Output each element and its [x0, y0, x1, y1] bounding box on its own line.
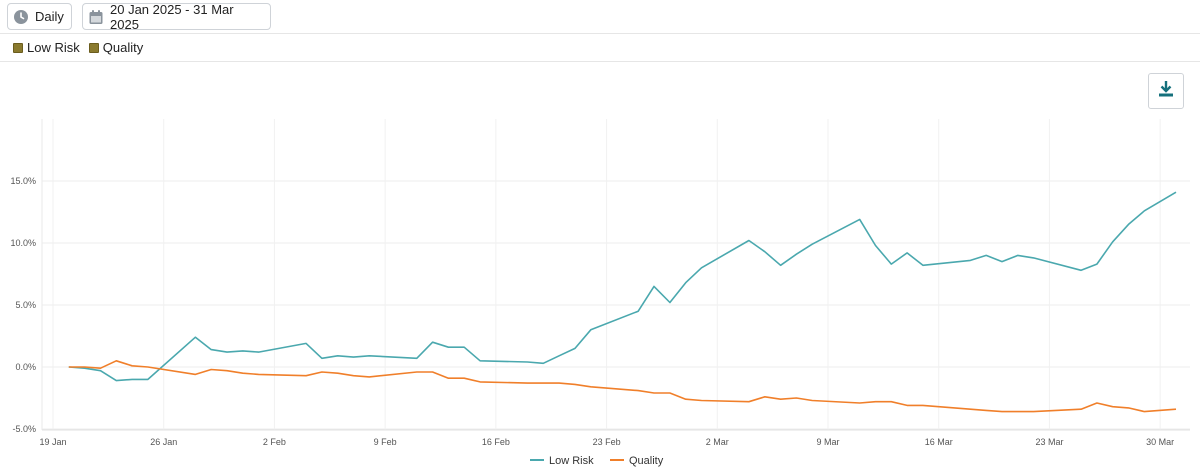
toolbar: Daily 20 Jan 2025 - 31 Mar 2025 — [0, 0, 1200, 34]
frequency-label: Daily — [35, 9, 64, 24]
legend-label: Quality — [629, 455, 664, 467]
legend-label: Low Risk — [549, 455, 594, 467]
series-toggle-label: Low Risk — [27, 40, 80, 55]
series-toggle-quality[interactable]: Quality — [88, 40, 144, 55]
chart-grid — [41, 119, 1190, 431]
series-toggle-label: Quality — [102, 40, 144, 55]
x-tick-label: 30 Mar — [1146, 437, 1174, 447]
y-tick-label: 10.0% — [10, 238, 36, 248]
x-tick-label: 16 Mar — [925, 437, 953, 447]
x-tick-label: 23 Feb — [593, 437, 621, 447]
chart-legend: Low Risk Quality — [530, 455, 664, 467]
x-tick-label: 26 Jan — [150, 437, 177, 447]
x-tick-label: 2 Feb — [263, 437, 286, 447]
y-tick-label: 0.0% — [15, 362, 36, 372]
series-swatch — [13, 42, 23, 53]
x-tick-label: 19 Jan — [39, 437, 66, 447]
series-toggle-bar: Low Risk Quality — [0, 34, 1200, 62]
x-tick-label: 23 Mar — [1035, 437, 1063, 447]
download-icon — [1156, 79, 1176, 104]
download-button[interactable] — [1148, 73, 1184, 109]
x-tick-label: 16 Feb — [482, 437, 510, 447]
x-tick-label: 9 Feb — [374, 437, 397, 447]
date-range-button[interactable]: 20 Jan 2025 - 31 Mar 2025 — [82, 1, 271, 32]
x-axis: 19 Jan 26 Jan 2 Feb 9 Feb 16 Feb 23 Feb 2 Mar 9… — [39, 437, 1174, 447]
x-tick-label: 9 Mar — [817, 437, 840, 447]
x-tick-label: 2 Mar — [706, 437, 729, 447]
y-axis: -5.0% 0.0% 5.0% 10.0% 15.0% — [10, 176, 36, 434]
y-tick-label: 15.0% — [10, 176, 36, 186]
series-swatch — [88, 42, 99, 53]
frequency-button[interactable]: Daily — [7, 3, 72, 30]
calendar-icon — [88, 9, 104, 25]
clock-icon — [13, 9, 29, 25]
series-line-low-risk[interactable] — [68, 191, 1177, 382]
legend-item-quality[interactable]: Quality — [610, 455, 664, 467]
series-toggle-low-risk[interactable]: Low Risk — [13, 40, 80, 55]
chart-series — [68, 191, 1177, 413]
y-tick-label: -5.0% — [12, 424, 36, 434]
legend-item-low-risk[interactable]: Low Risk — [530, 455, 594, 467]
date-range-label: 20 Jan 2025 - 31 Mar 2025 — [110, 1, 234, 32]
series-line-quality[interactable] — [68, 360, 1177, 413]
y-tick-label: 5.0% — [15, 300, 36, 310]
